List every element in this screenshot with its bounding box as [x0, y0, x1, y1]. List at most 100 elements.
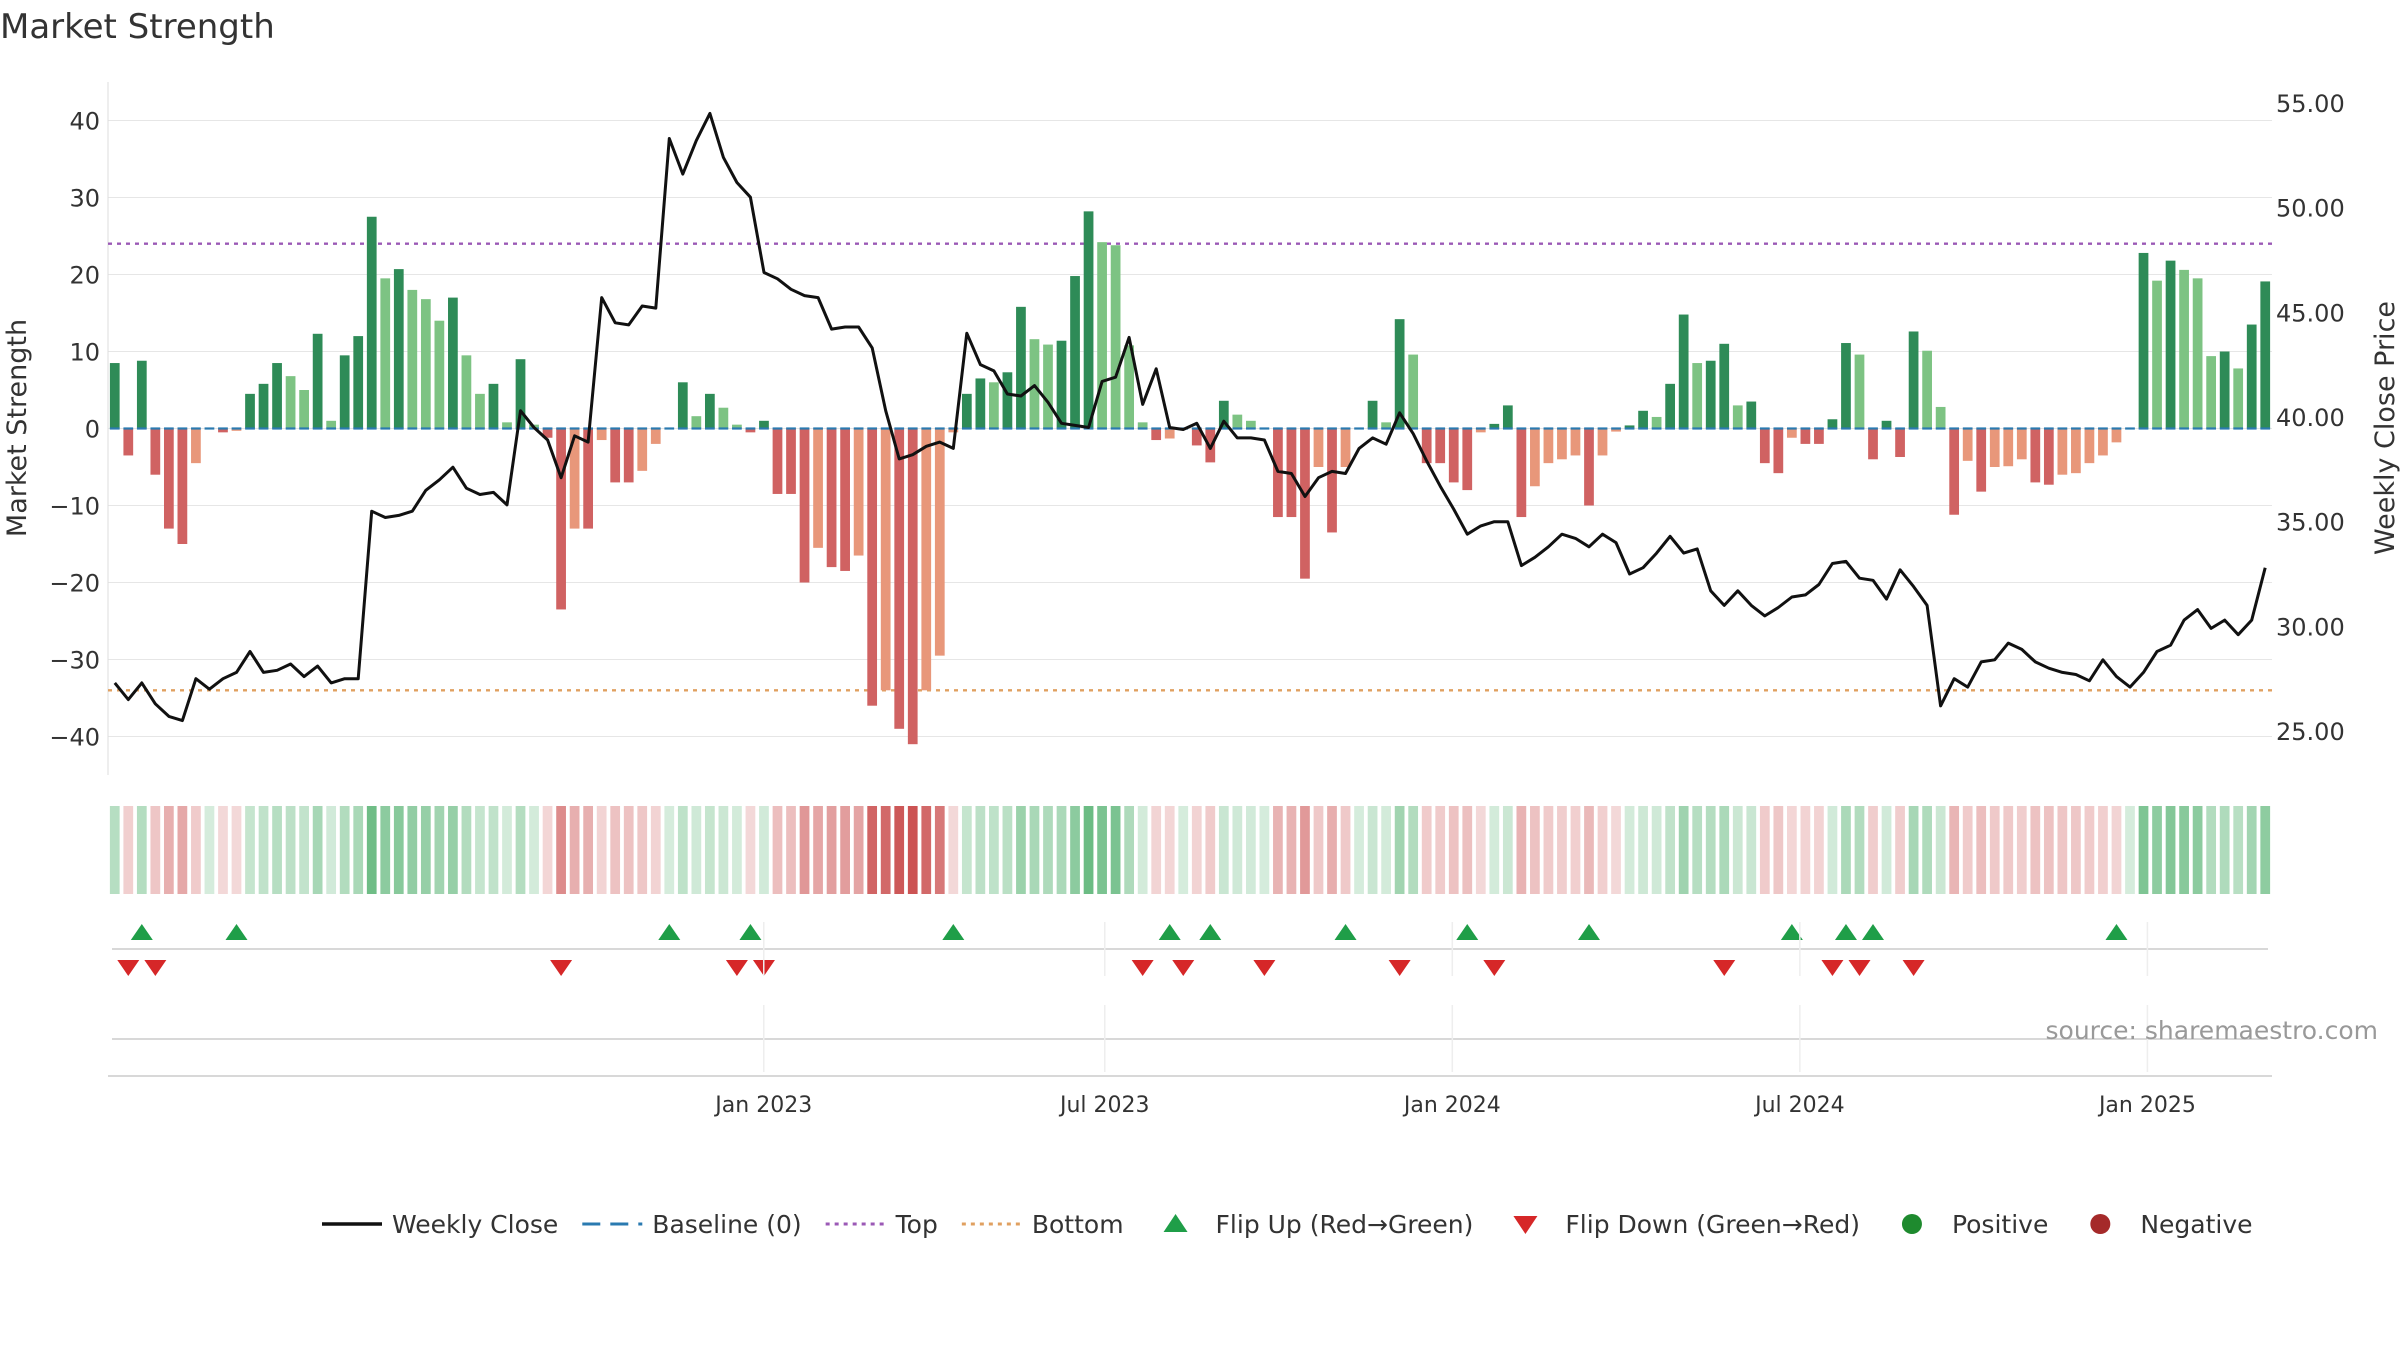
- heat-cell: [299, 806, 309, 894]
- heat-cell: [1597, 806, 1608, 894]
- strength-bar: [420, 299, 431, 429]
- flip-down-marker: [1902, 960, 1925, 976]
- heat-cell: [1435, 806, 1446, 894]
- strength-bar: [732, 424, 742, 429]
- strength-bar: [853, 428, 864, 556]
- heat-cell: [1719, 806, 1730, 894]
- heat-cell: [1462, 806, 1473, 894]
- strength-heat-strip: [109, 806, 2271, 894]
- flip-up-marker: [942, 924, 965, 940]
- strength-bar: [677, 382, 688, 429]
- strength-bar: [2138, 252, 2149, 429]
- heat-cell: [921, 806, 932, 894]
- legend-swatch: [1513, 1216, 1538, 1234]
- strength-bar: [1841, 343, 1851, 429]
- strength-bar: [718, 407, 729, 429]
- strength-bar: [1218, 400, 1229, 429]
- weekly-close-line: [113, 111, 2267, 723]
- x-tick-label: Jul 2024: [1753, 1093, 1845, 1118]
- strength-bar: [1408, 354, 1419, 429]
- heat-cell: [2219, 806, 2230, 894]
- strength-bar: [1611, 428, 1621, 432]
- heat-cell: [704, 806, 715, 894]
- heat-cell: [2043, 806, 2054, 894]
- legend-label: Positive: [1952, 1210, 2048, 1239]
- heat-cell: [1259, 806, 1270, 894]
- flip-up-marker: [130, 924, 153, 940]
- strength-bar: [1935, 406, 1946, 429]
- flip-up-marker: [225, 924, 248, 940]
- strength-bar: [1191, 428, 1202, 446]
- strength-bar: [163, 428, 174, 529]
- heat-cell: [610, 806, 621, 894]
- heat-cell: [596, 806, 607, 894]
- heat-cell: [948, 806, 959, 894]
- legend-item: Positive: [1901, 1210, 2048, 1239]
- strength-bar: [488, 383, 499, 429]
- heat-cell: [1624, 806, 1635, 894]
- strength-bar: [1381, 422, 1391, 429]
- flip-up-marker: [658, 924, 681, 940]
- flip-down-marker: [144, 960, 167, 976]
- legend-label: Bottom: [1032, 1210, 1124, 1239]
- heat-cell: [1665, 806, 1676, 894]
- heat-cell: [1381, 806, 1391, 894]
- flip-down-marker: [1131, 960, 1154, 976]
- heat-cell: [1678, 806, 1689, 894]
- strength-bar: [1962, 428, 1973, 461]
- heat-cell: [461, 806, 472, 894]
- strength-bar: [542, 428, 553, 438]
- heat-cell: [759, 806, 769, 894]
- heat-cell: [2138, 806, 2149, 894]
- strength-bar: [1070, 276, 1080, 429]
- y-tick-label: 40: [69, 108, 100, 136]
- heat-cell: [1367, 806, 1378, 894]
- heat-cell: [1070, 806, 1080, 894]
- legend-item: Baseline (0): [582, 1210, 802, 1239]
- heat-cell: [2246, 806, 2257, 894]
- heat-cell: [1705, 806, 1716, 894]
- heat-cell: [1908, 806, 1919, 894]
- legend-swatch: [1901, 1214, 1922, 1234]
- heat-cell: [826, 806, 837, 894]
- heat-cell: [1868, 806, 1878, 894]
- heat-cell: [312, 806, 323, 894]
- strength-bar: [1530, 428, 1540, 487]
- strength-bar: [1868, 428, 1878, 460]
- legend-label: Flip Up (Red→Green): [1216, 1210, 1474, 1239]
- heat-cell: [637, 806, 648, 894]
- heat-cell: [1935, 806, 1946, 894]
- heat-cell: [1746, 806, 1757, 894]
- strength-bar: [2260, 281, 2271, 429]
- heat-cell: [1759, 806, 1770, 894]
- legend-label: Flip Down (Green→Red): [1565, 1210, 1860, 1239]
- strength-bar: [1435, 428, 1446, 464]
- strength-bar: [2071, 428, 2081, 474]
- heat-cell: [1949, 806, 1960, 894]
- strength-bar: [1056, 340, 1067, 429]
- strength-bar: [691, 416, 702, 429]
- y-tick-label: −20: [49, 570, 100, 598]
- heat-cell: [1327, 806, 1337, 894]
- heat-cell: [961, 806, 972, 894]
- heat-cell: [529, 806, 539, 894]
- flip-down-marker: [1388, 960, 1411, 976]
- strength-bar: [1692, 363, 1703, 429]
- y2-tick-label: 45.00: [2276, 299, 2345, 327]
- heat-cell: [1895, 806, 1905, 894]
- strength-bar: [1543, 428, 1554, 464]
- heat-cell: [853, 806, 864, 894]
- heat-cell: [677, 806, 688, 894]
- heat-cell: [1773, 806, 1784, 894]
- heat-cell: [975, 806, 986, 894]
- legend-swatch: [1163, 1214, 1188, 1232]
- y-tick-label: −30: [49, 647, 100, 675]
- heat-cell: [1016, 806, 1026, 894]
- legend-item: Flip Down (Green→Red): [1513, 1210, 1860, 1239]
- y2-axis-label: Weekly Close Price: [2370, 301, 2400, 555]
- strength-bar: [961, 393, 972, 429]
- strength-bar: [1719, 343, 1730, 429]
- strength-bar: [1489, 423, 1500, 429]
- heat-cell: [1245, 806, 1256, 894]
- strength-bar: [1746, 401, 1757, 429]
